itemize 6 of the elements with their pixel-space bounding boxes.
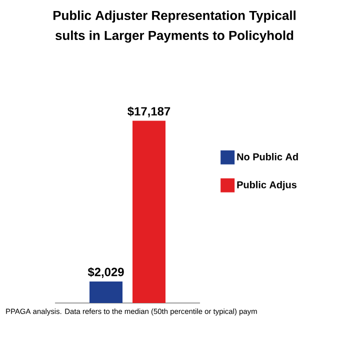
data-label: $2,029 (88, 267, 124, 278)
chart-subtitle: sults in Larger Payments to Policyhold (55, 30, 294, 43)
chart-title: Public Adjuster Representation Typicall (53, 10, 296, 23)
legend-label: Public Adjus (237, 180, 297, 190)
legend-label: No Public Ad (237, 153, 298, 160)
data-label: $17,187 (128, 106, 170, 118)
